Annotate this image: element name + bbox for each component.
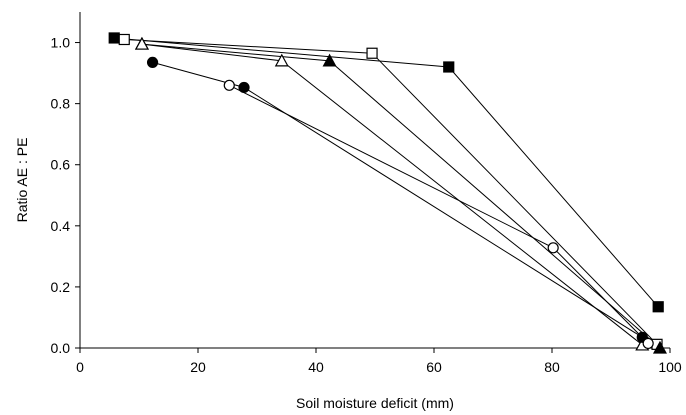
series-5-point-2 bbox=[238, 81, 250, 94]
series-2-point-2 bbox=[366, 47, 378, 59]
series-line-6 bbox=[229, 84, 649, 344]
series-1-point-1 bbox=[108, 32, 120, 44]
series-line-4 bbox=[141, 43, 643, 346]
series-1-point-2 bbox=[443, 61, 455, 73]
x-axis-title: Soil moisture deficit (mm) bbox=[296, 395, 454, 411]
series-line-2 bbox=[124, 39, 658, 345]
x-tick-label: 0 bbox=[76, 359, 84, 375]
series-6-point-3 bbox=[642, 337, 654, 350]
y-tick-label: 0.2 bbox=[51, 279, 71, 295]
x-tick-label: 20 bbox=[190, 359, 206, 375]
y-tick-label: 1.0 bbox=[51, 35, 71, 51]
series-6-point-2 bbox=[547, 242, 559, 254]
series-line-5 bbox=[152, 61, 643, 338]
y-tick-label: 0.6 bbox=[51, 157, 71, 173]
series-layer bbox=[108, 32, 667, 354]
axis-ticks: 0 20 40 60 80 100 0.0 0.2 0.4 0.6 0.8 1.0 bbox=[51, 35, 682, 375]
series-3-point-2 bbox=[322, 53, 337, 67]
x-tick-label: 100 bbox=[658, 359, 682, 375]
x-tick-label: 80 bbox=[544, 359, 560, 375]
y-axis-title: Ratio AE : PE bbox=[14, 138, 30, 223]
x-tick-label: 60 bbox=[426, 359, 442, 375]
y-tick-label: 0.8 bbox=[51, 96, 71, 112]
series-3-point-3 bbox=[652, 340, 667, 354]
series-2-point-1 bbox=[118, 33, 130, 46]
series-6-point-1 bbox=[223, 79, 235, 91]
series-line-1 bbox=[114, 37, 659, 308]
y-tick-label: 0.4 bbox=[51, 218, 71, 234]
series-1-point-3 bbox=[652, 301, 664, 313]
series-4-point-1 bbox=[134, 36, 149, 50]
series-5-point-1 bbox=[146, 56, 159, 69]
x-tick-label: 40 bbox=[308, 359, 324, 375]
series-4-point-2 bbox=[274, 53, 289, 67]
y-tick-label: 0.0 bbox=[51, 340, 71, 356]
series-line-3 bbox=[141, 43, 661, 349]
